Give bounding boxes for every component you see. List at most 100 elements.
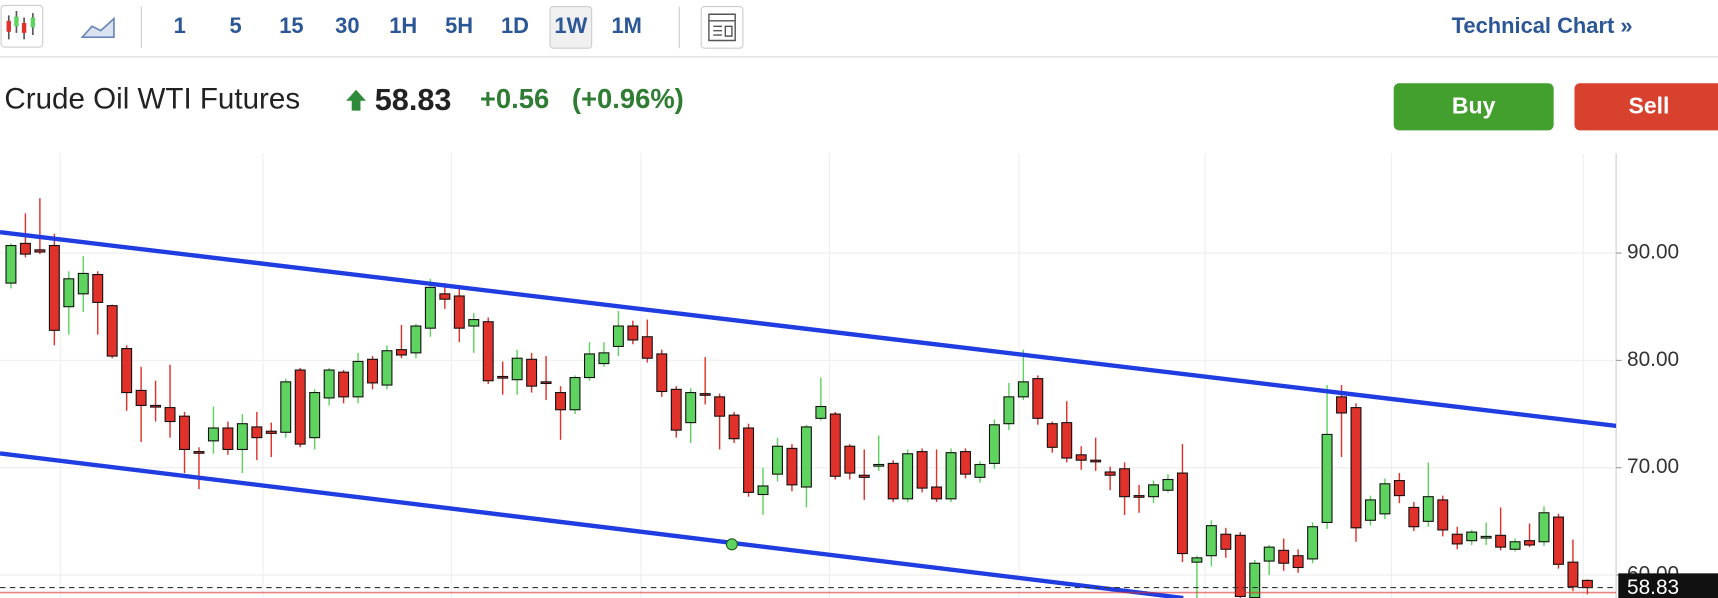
candle-body [1581,579,1593,589]
candle-body [699,393,711,396]
candle-body [1061,422,1073,459]
candle-body [251,426,263,439]
candle-body [511,357,523,381]
candle-body [367,358,379,384]
interval-selected[interactable] [549,6,593,49]
candle-body [497,375,509,379]
interval-button[interactable]: 15 [279,13,303,38]
candle-body [1538,512,1550,543]
up-arrow [346,89,366,111]
candle-body [1148,484,1159,498]
candle-body [714,396,726,417]
interval-button[interactable]: 1 [174,13,186,38]
candle-body [19,242,31,255]
candle-body [236,423,248,451]
candle-body [1119,468,1131,498]
candle-body [1075,454,1087,461]
candle-body [1162,478,1174,491]
candle-body [1552,516,1564,565]
candle-body [1234,534,1246,598]
last-price: 58.83 [375,83,452,117]
candle-body [150,404,162,408]
candle-body [352,360,364,398]
candle-body [222,427,234,451]
candle-body [858,474,870,478]
candle-body [1422,496,1434,522]
candle-body [1451,533,1463,545]
price-change: +0.56 [480,83,549,114]
candle-body [540,381,552,385]
candle-body [772,445,783,475]
technical-chart-link[interactable]: Technical Chart » [1452,13,1633,38]
interval-button[interactable]: 1W [554,13,587,38]
candle-body [106,305,118,357]
interval-button[interactable]: 5 [229,13,241,38]
interval-button[interactable]: 1M [612,13,642,38]
layout-icon[interactable] [700,6,744,49]
candle-body [1495,534,1507,548]
instrument-name: Crude Oil WTI Futures [4,83,300,116]
candle-body [294,369,306,445]
y-tick-label: 80.00 [1627,348,1679,371]
candle-body [1524,540,1536,546]
candle-body [453,295,465,329]
candle-body [395,349,407,356]
icon-part [14,16,19,27]
interval-button[interactable]: 30 [335,13,359,38]
candle-body [583,353,595,379]
quote-header: Crude Oil WTI Futures 58.83 +0.56 (+0.96… [4,83,1718,131]
candle-body [670,388,682,431]
candle-body [1046,423,1058,448]
candle-body [1480,535,1492,539]
candle-body [1176,472,1188,555]
icon-part [6,20,11,32]
candle-body [526,358,538,387]
candle-body [1032,378,1044,419]
icon-part [21,23,27,33]
buy-button[interactable] [1393,83,1554,131]
candle-body [164,407,176,423]
channel-anchor [725,538,738,551]
sell-button[interactable] [1574,83,1718,131]
buy-label[interactable]: Buy [1452,92,1496,118]
candle-body [887,462,899,500]
candle-body [207,427,219,442]
drawings [0,230,1617,598]
area-icon[interactable] [80,16,115,39]
channel-lower [0,451,1184,598]
candle-body [48,244,60,331]
candle-body [1220,533,1232,550]
candle-body [916,451,928,489]
candle-body [800,426,812,488]
candle-body [612,325,624,347]
candle-body [1393,480,1405,497]
candle-body [338,371,350,398]
candle-body [1307,526,1319,560]
interval-button[interactable]: 5H [445,13,473,38]
sell-label[interactable]: Sell [1629,92,1670,118]
candle-body [265,430,277,434]
candle-body [1321,433,1333,523]
candles [5,198,1593,598]
candle-body [482,321,494,382]
candle-body [960,451,971,475]
price-change-pct: (+0.96%) [572,83,684,114]
candle-body [555,392,567,411]
candle-body [381,350,393,386]
candle-body [627,325,639,341]
interval-button[interactable]: 1H [389,13,417,38]
candle-body [468,319,480,327]
interval-button[interactable]: 1D [501,13,529,38]
candle-body [309,392,321,439]
candle-body [1364,499,1376,521]
candle-body [1263,546,1275,562]
candle-body [569,376,581,411]
last-price-label: 58.83 [1627,576,1679,598]
candle-body [1509,541,1521,550]
candle-body [121,348,133,394]
last-price-box [1618,573,1718,598]
candle-body [931,486,943,500]
candle-body [5,244,17,284]
